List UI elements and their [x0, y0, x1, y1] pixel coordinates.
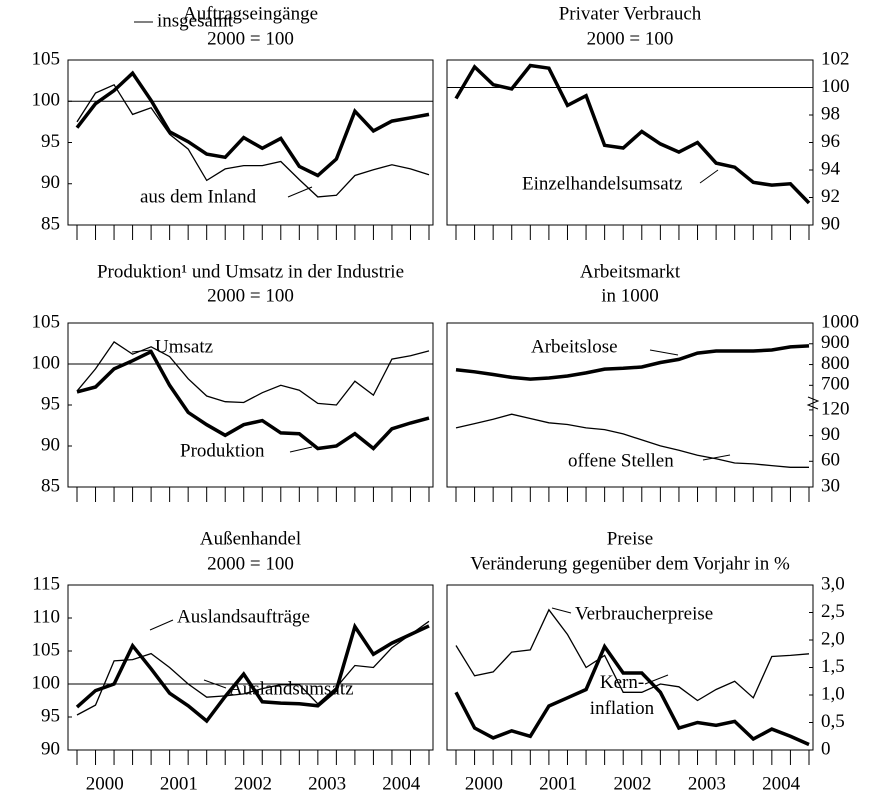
- series-line: [76, 620, 430, 716]
- label-leader: [702, 454, 731, 461]
- y-tick-label: 100: [821, 76, 850, 97]
- x-tick-label: 2004: [382, 773, 421, 794]
- y-tick-label: 700: [821, 374, 850, 395]
- series-line: [454, 63, 811, 205]
- label-leader: [287, 186, 313, 198]
- chart-title: Außenhandel: [200, 528, 301, 549]
- series-label: Verbraucherpreise: [575, 603, 713, 624]
- y-tick-label: 90: [41, 172, 60, 193]
- series-label: Einzelhandelsumsatz: [522, 173, 682, 194]
- chart-title: Preise: [607, 528, 653, 549]
- series-line: [455, 344, 810, 381]
- chart-title: Privater Verbrauch: [559, 3, 702, 24]
- y-tick-label: 100: [32, 352, 61, 373]
- series-line: [454, 643, 810, 747]
- series-label: Arbeitslose: [531, 336, 618, 357]
- y-tick-label: 2,0: [821, 628, 845, 649]
- y-tick-label: 100: [32, 672, 61, 693]
- y-tick-label: 105: [32, 639, 61, 660]
- y-tick-label: 95: [41, 705, 60, 726]
- y-tick-label: 0,5: [821, 711, 845, 732]
- series-label: Kern-inflation: [590, 672, 655, 719]
- label-leader: [699, 169, 719, 184]
- y-tick-label: 800: [821, 353, 850, 374]
- chart-subtitle: 2000 = 100: [207, 285, 294, 306]
- y-tick-label: 110: [32, 606, 60, 627]
- y-tick-label: 90: [821, 424, 840, 445]
- y-tick-label: 115: [32, 573, 60, 594]
- series-line: [455, 413, 809, 468]
- y-tick-label: 98: [821, 103, 840, 124]
- x-tick-label: 2003: [688, 773, 726, 794]
- y-tick-label: 90: [41, 738, 60, 759]
- series-label: Auslandsumsatz: [229, 678, 354, 699]
- y-tick-label: 96: [821, 131, 840, 152]
- label-leader: [203, 679, 227, 689]
- series-line: [76, 341, 430, 406]
- y-tick-label: 0: [821, 738, 831, 759]
- y-tick-label: 2,5: [821, 601, 845, 622]
- x-tick-label: 2004: [762, 773, 801, 794]
- y-tick-label: 100: [32, 90, 61, 111]
- label-leader: [551, 607, 572, 614]
- y-tick-label: 900: [821, 332, 850, 353]
- x-tick-label: 2003: [308, 773, 346, 794]
- y-tick-label: 85: [41, 475, 60, 496]
- y-tick-label: 1,5: [821, 656, 845, 677]
- series-label: Produktion: [180, 440, 265, 461]
- x-tick-label: 2002: [614, 773, 652, 794]
- y-tick-label: 95: [41, 393, 60, 414]
- series-label: Auslandsaufträge: [177, 606, 310, 627]
- plot-frame: [67, 584, 434, 751]
- series-line: [76, 349, 430, 451]
- y-tick-label: 90: [821, 213, 840, 234]
- x-tick-label: 2001: [160, 773, 198, 794]
- x-tick-label: 2000: [465, 773, 503, 794]
- chart-subtitle: 2000 = 100: [587, 28, 674, 49]
- series-label: Umsatz: [155, 336, 213, 357]
- chart-subtitle: 2000 = 100: [207, 553, 294, 574]
- chart-subtitle: 2000 = 100: [207, 28, 294, 49]
- y-tick-label: 1,0: [821, 683, 845, 704]
- y-tick-label: 105: [32, 311, 61, 332]
- y-tick-label: 1000: [821, 311, 859, 332]
- y-tick-label: 60: [821, 450, 840, 471]
- y-tick-label: 95: [41, 131, 60, 152]
- chart-subtitle: Veränderung gegenüber dem Vorjahr in %: [470, 553, 790, 574]
- label-leader: [649, 349, 679, 356]
- series-label: aus dem Inland: [140, 186, 257, 207]
- label-leader: [131, 349, 152, 353]
- series-label: insgesamt: [157, 10, 234, 31]
- label-leader: [644, 674, 669, 685]
- y-tick-label: 30: [821, 475, 840, 496]
- series-line: [75, 70, 430, 178]
- x-tick-label: 2002: [234, 773, 272, 794]
- chart-title: Arbeitsmarkt: [580, 261, 681, 282]
- series-line: [76, 83, 430, 198]
- series-line: [455, 608, 810, 702]
- label-leader: [289, 446, 313, 453]
- chart-subtitle: in 1000: [601, 285, 659, 306]
- y-tick-label: 3,0: [821, 573, 845, 594]
- series-label: offene Stellen: [568, 450, 674, 471]
- y-tick-label: 105: [32, 48, 61, 69]
- chart-title: Auftragseingänge: [183, 3, 318, 24]
- x-tick-label: 2001: [539, 773, 577, 794]
- y-tick-label: 94: [821, 158, 841, 179]
- y-tick-label: 102: [821, 48, 850, 69]
- y-tick-label: 120: [821, 398, 850, 419]
- series-line: [75, 622, 430, 724]
- y-tick-label: 85: [41, 213, 60, 234]
- chart-title: Produktion¹ und Umsatz in der Industrie: [97, 261, 404, 282]
- x-tick-label: 2000: [86, 773, 124, 794]
- y-tick-label: 90: [41, 434, 60, 455]
- y-tick-label: 92: [821, 186, 840, 207]
- plot-frame: [446, 322, 814, 488]
- label-leader: [149, 619, 174, 631]
